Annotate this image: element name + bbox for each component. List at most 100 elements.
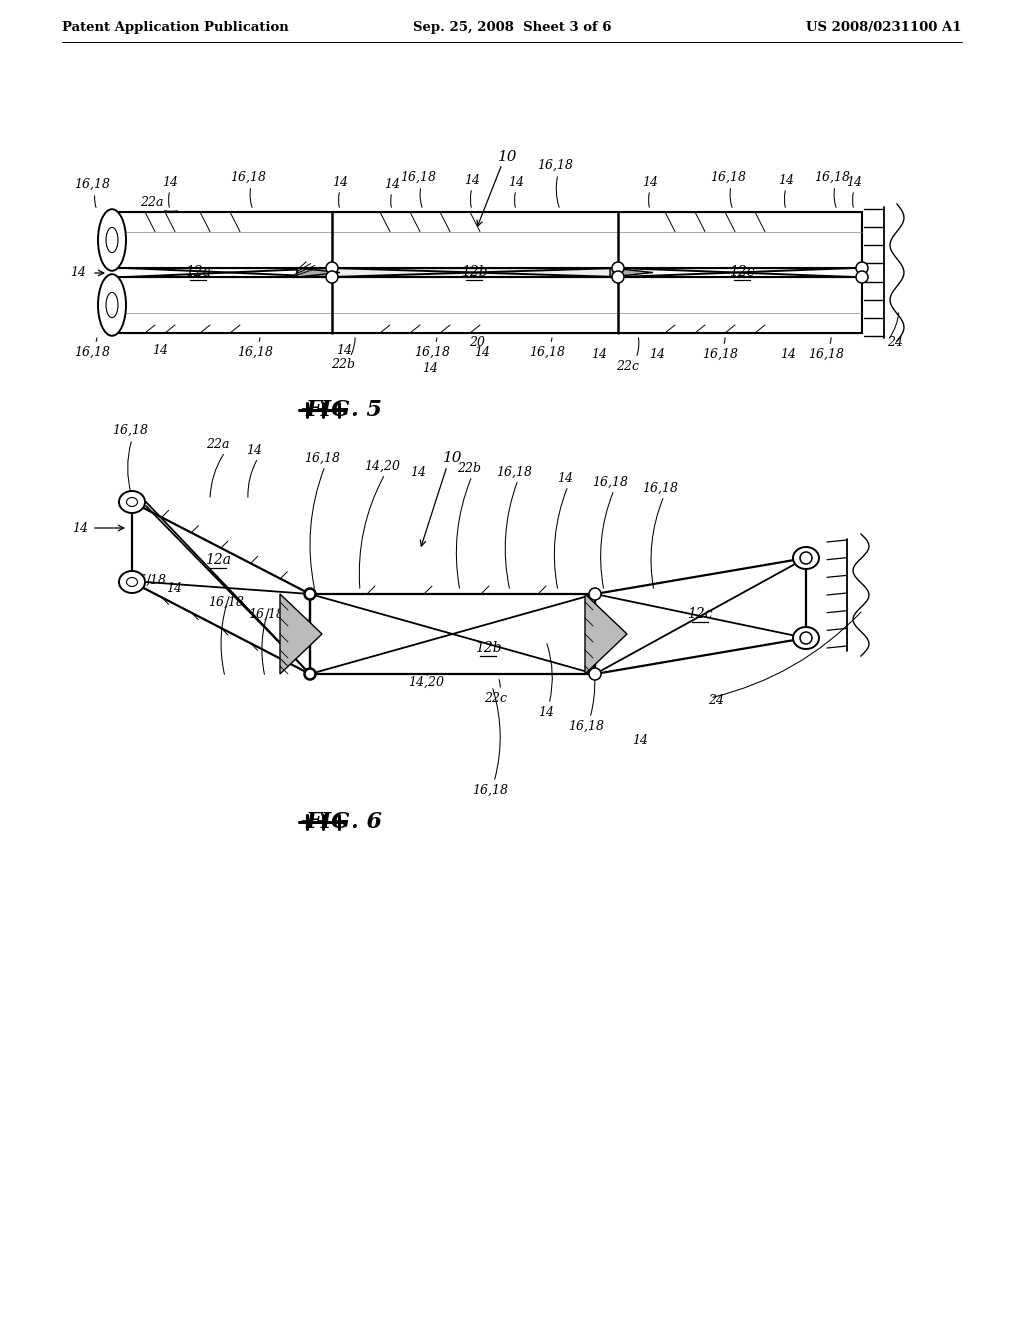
Text: 16,18: 16,18 (642, 482, 678, 495)
Text: 16,18: 16,18 (208, 595, 244, 609)
Text: 16,18: 16,18 (414, 346, 450, 359)
Text: 22a: 22a (206, 437, 229, 450)
Text: 14,20: 14,20 (408, 676, 444, 689)
Ellipse shape (801, 553, 811, 562)
Text: 16,18: 16,18 (814, 170, 850, 183)
Text: 22b: 22b (331, 358, 355, 371)
Text: 16,18: 16,18 (710, 170, 746, 183)
Text: 16,18: 16,18 (112, 424, 148, 437)
Text: 14: 14 (642, 176, 658, 189)
Text: 16,18: 16,18 (230, 170, 266, 183)
Polygon shape (297, 268, 340, 277)
Text: 16,18: 16,18 (400, 170, 436, 183)
Text: 14: 14 (780, 347, 796, 360)
Text: 16,18: 16,18 (592, 475, 628, 488)
Polygon shape (332, 213, 618, 333)
Text: . 6: . 6 (351, 810, 382, 833)
Text: 16,18: 16,18 (702, 347, 738, 360)
Circle shape (304, 668, 316, 680)
Circle shape (305, 669, 315, 678)
Ellipse shape (119, 491, 145, 513)
Text: 12b: 12b (461, 265, 487, 279)
Text: 14: 14 (410, 466, 426, 479)
Text: 14: 14 (162, 176, 178, 189)
Text: 14: 14 (649, 347, 665, 360)
Text: 14: 14 (384, 177, 400, 190)
Text: 16,18: 16,18 (529, 346, 565, 359)
Text: 22a: 22a (140, 195, 164, 209)
Text: 10: 10 (499, 150, 518, 164)
Circle shape (856, 271, 868, 282)
Text: 14,20: 14,20 (364, 459, 400, 473)
Text: 16,18: 16,18 (130, 573, 166, 586)
Text: 24: 24 (708, 693, 724, 706)
Text: 16,18: 16,18 (304, 451, 340, 465)
Text: 12c: 12c (687, 607, 713, 620)
Text: 14: 14 (464, 173, 480, 186)
Text: 16,18: 16,18 (248, 607, 284, 620)
Text: 12c: 12c (729, 265, 755, 279)
Text: 16,18: 16,18 (568, 719, 604, 733)
Ellipse shape (98, 209, 126, 271)
Text: 22b: 22b (457, 462, 481, 474)
Circle shape (612, 261, 624, 275)
Ellipse shape (119, 572, 145, 593)
Text: 12a: 12a (185, 265, 211, 279)
Circle shape (305, 589, 315, 599)
Circle shape (589, 587, 601, 601)
Text: 14: 14 (336, 343, 352, 356)
Text: 14: 14 (474, 346, 490, 359)
Text: 14: 14 (246, 444, 262, 457)
Circle shape (304, 587, 316, 601)
Text: 12a: 12a (205, 553, 231, 568)
Circle shape (326, 271, 338, 282)
Circle shape (856, 261, 868, 275)
Text: 22c: 22c (616, 359, 640, 372)
Text: 24: 24 (887, 335, 903, 348)
Text: 16,18: 16,18 (537, 158, 573, 172)
Text: 10: 10 (443, 451, 463, 465)
Text: 14: 14 (152, 343, 168, 356)
Text: 16,18: 16,18 (496, 466, 532, 479)
Ellipse shape (127, 578, 137, 586)
Text: 14: 14 (70, 267, 86, 280)
Polygon shape (112, 213, 862, 268)
Text: 14: 14 (591, 347, 607, 360)
Text: 14: 14 (538, 705, 554, 718)
Text: . 5: . 5 (351, 399, 382, 421)
Text: 20: 20 (290, 268, 306, 281)
Circle shape (800, 632, 812, 644)
Ellipse shape (801, 634, 811, 643)
Text: 14: 14 (508, 176, 524, 189)
Text: 16,18: 16,18 (808, 347, 844, 360)
Text: 16,18: 16,18 (472, 784, 508, 796)
Circle shape (612, 271, 624, 282)
Text: 16,18: 16,18 (74, 346, 110, 359)
Ellipse shape (127, 498, 137, 507)
Text: Sep. 25, 2008  Sheet 3 of 6: Sep. 25, 2008 Sheet 3 of 6 (413, 21, 611, 33)
Circle shape (326, 261, 338, 275)
Text: 14: 14 (778, 173, 794, 186)
Text: 14: 14 (72, 521, 88, 535)
Text: 14: 14 (422, 362, 438, 375)
Text: 14: 14 (632, 734, 648, 747)
Text: 12b: 12b (475, 642, 502, 655)
Text: US 2008/0231100 A1: US 2008/0231100 A1 (807, 21, 962, 33)
Text: 14: 14 (332, 176, 348, 189)
Text: FIG: FIG (306, 810, 351, 833)
Text: 22c: 22c (484, 692, 508, 705)
Ellipse shape (98, 275, 126, 335)
Ellipse shape (793, 546, 819, 569)
Text: 16,18: 16,18 (237, 346, 273, 359)
Circle shape (589, 668, 601, 680)
Text: 14: 14 (166, 582, 182, 594)
Ellipse shape (106, 293, 118, 318)
Ellipse shape (793, 627, 819, 649)
Text: 20: 20 (469, 335, 485, 348)
Polygon shape (112, 277, 862, 333)
Text: 16,18: 16,18 (74, 177, 110, 190)
Text: Patent Application Publication: Patent Application Publication (62, 21, 289, 33)
Text: 14: 14 (296, 618, 312, 631)
Text: FIG: FIG (306, 399, 351, 421)
Circle shape (800, 552, 812, 564)
